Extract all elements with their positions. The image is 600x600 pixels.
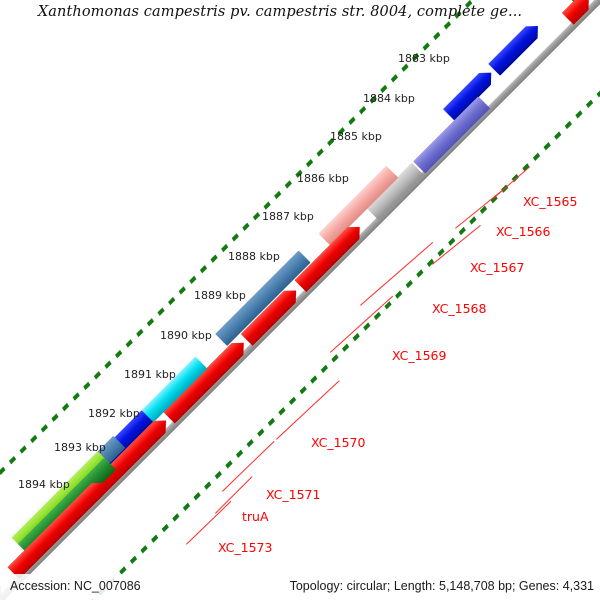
gene-label[interactable]: XC_1573 [218, 540, 273, 555]
gene-label[interactable]: truA [242, 509, 269, 524]
gene-label[interactable]: XC_1571 [266, 487, 321, 502]
coordinate-tick-label: 1886 kbp [297, 172, 349, 185]
coordinate-tick-label: 1890 kbp [160, 329, 212, 342]
status-bar: Accession: NC_007086 Topology: circular;… [0, 574, 600, 600]
accession-label: Accession: NC_007086 [10, 579, 141, 593]
coordinate-tick-label: 1893 kbp [54, 441, 106, 454]
page-title: Xanthomonas campestris pv. campestris st… [37, 4, 523, 20]
gene-label[interactable]: XC_1567 [470, 260, 525, 275]
coordinate-tick-label: 1894 kbp [18, 478, 70, 491]
gene-label-leader-line [432, 224, 481, 265]
gene-label[interactable]: XC_1569 [392, 348, 447, 363]
coordinate-tick-label: 1887 kbp [262, 210, 314, 223]
topology-summary: Topology: circular; Length: 5,148,708 bp… [289, 579, 594, 593]
coordinate-tick-label: 1884 kbp [363, 92, 415, 105]
coordinate-tick-label: 1891 kbp [124, 368, 176, 381]
gene-label[interactable]: XC_1565 [523, 194, 578, 209]
gene-label[interactable]: XC_1570 [311, 435, 366, 450]
coordinate-tick-label: 1889 kbp [194, 289, 246, 302]
gene-label-leader-line [222, 440, 275, 492]
coordinate-tick-label: 1888 kbp [228, 250, 280, 263]
coordinate-tick-label: 1892 kbp [88, 407, 140, 420]
gene-label-leader-line [186, 500, 232, 545]
gene-label-leader-line [455, 185, 509, 229]
coordinate-tick-label: 1883 kbp [398, 52, 450, 65]
coordinate-tick-label: 1885 kbp [330, 130, 382, 143]
gene-label[interactable]: XC_1566 [496, 224, 551, 239]
gene-label[interactable]: XC_1568 [432, 301, 487, 316]
